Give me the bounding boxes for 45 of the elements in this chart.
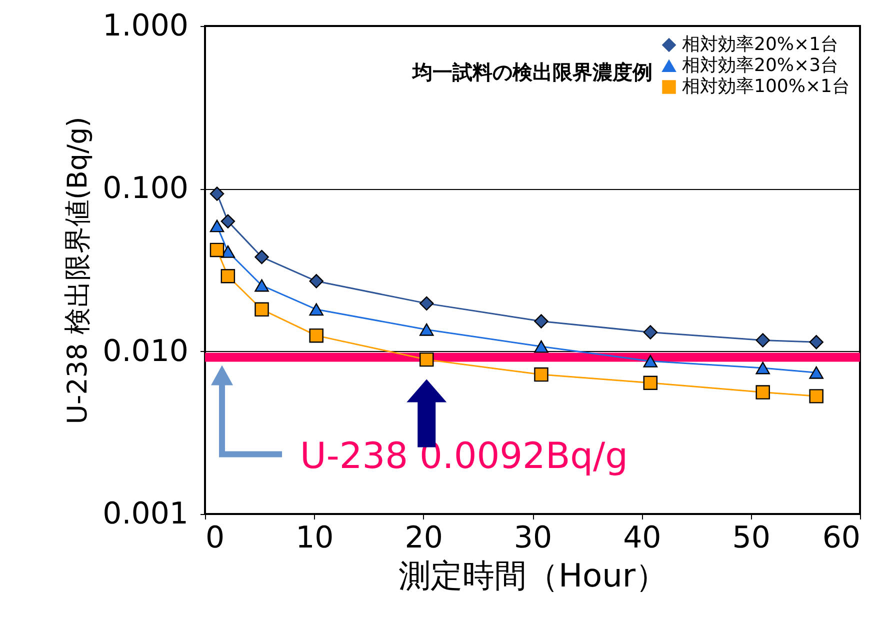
x-tick-label: 0 — [206, 520, 225, 556]
legend-label: 相対効率20%×1台 — [682, 34, 839, 55]
ref-line-label: U-238 0.0092Bq/g — [300, 436, 628, 478]
point — [534, 340, 548, 353]
point — [643, 354, 658, 368]
y-tick-label: 0.001 — [102, 496, 188, 532]
legend-label: 相対効率100%×1台 — [682, 76, 850, 97]
point — [419, 296, 434, 311]
point — [220, 214, 236, 228]
point — [643, 325, 658, 340]
point — [210, 242, 224, 258]
point — [210, 220, 224, 232]
point — [643, 376, 658, 390]
x-axis-title: 測定時間（Hour） — [398, 556, 668, 594]
text: 均一試料の検出限界濃度例 — [412, 60, 652, 84]
point — [756, 385, 770, 400]
x-tick-label: 20 — [404, 520, 443, 556]
point — [309, 303, 324, 316]
point — [254, 302, 269, 317]
y-tick-label: 1.000 — [102, 8, 188, 44]
x-tick-label: 10 — [296, 520, 334, 556]
point — [756, 333, 770, 348]
point — [809, 366, 824, 379]
point — [309, 274, 324, 288]
point — [220, 269, 236, 284]
point — [210, 186, 224, 201]
x-tick-label: 60 — [822, 520, 860, 556]
y-tick-label: 0.010 — [102, 334, 188, 369]
x-tick-label: 50 — [732, 520, 770, 556]
point — [419, 323, 434, 336]
point — [419, 352, 434, 367]
point — [534, 314, 548, 328]
point — [254, 250, 269, 264]
y-axis-title: U-238 検出限界値(Bq/g) — [62, 116, 94, 424]
x-tick-label: 40 — [623, 520, 662, 556]
point — [254, 279, 269, 292]
legend-label: 相対効率20%×3台 — [682, 55, 839, 76]
point — [809, 389, 824, 404]
point — [534, 367, 548, 382]
point — [756, 362, 770, 374]
point — [220, 245, 236, 258]
point — [309, 328, 324, 343]
point — [809, 334, 824, 350]
y-tick-label: 0.100 — [102, 171, 188, 206]
x-tick-label: 30 — [514, 520, 552, 556]
